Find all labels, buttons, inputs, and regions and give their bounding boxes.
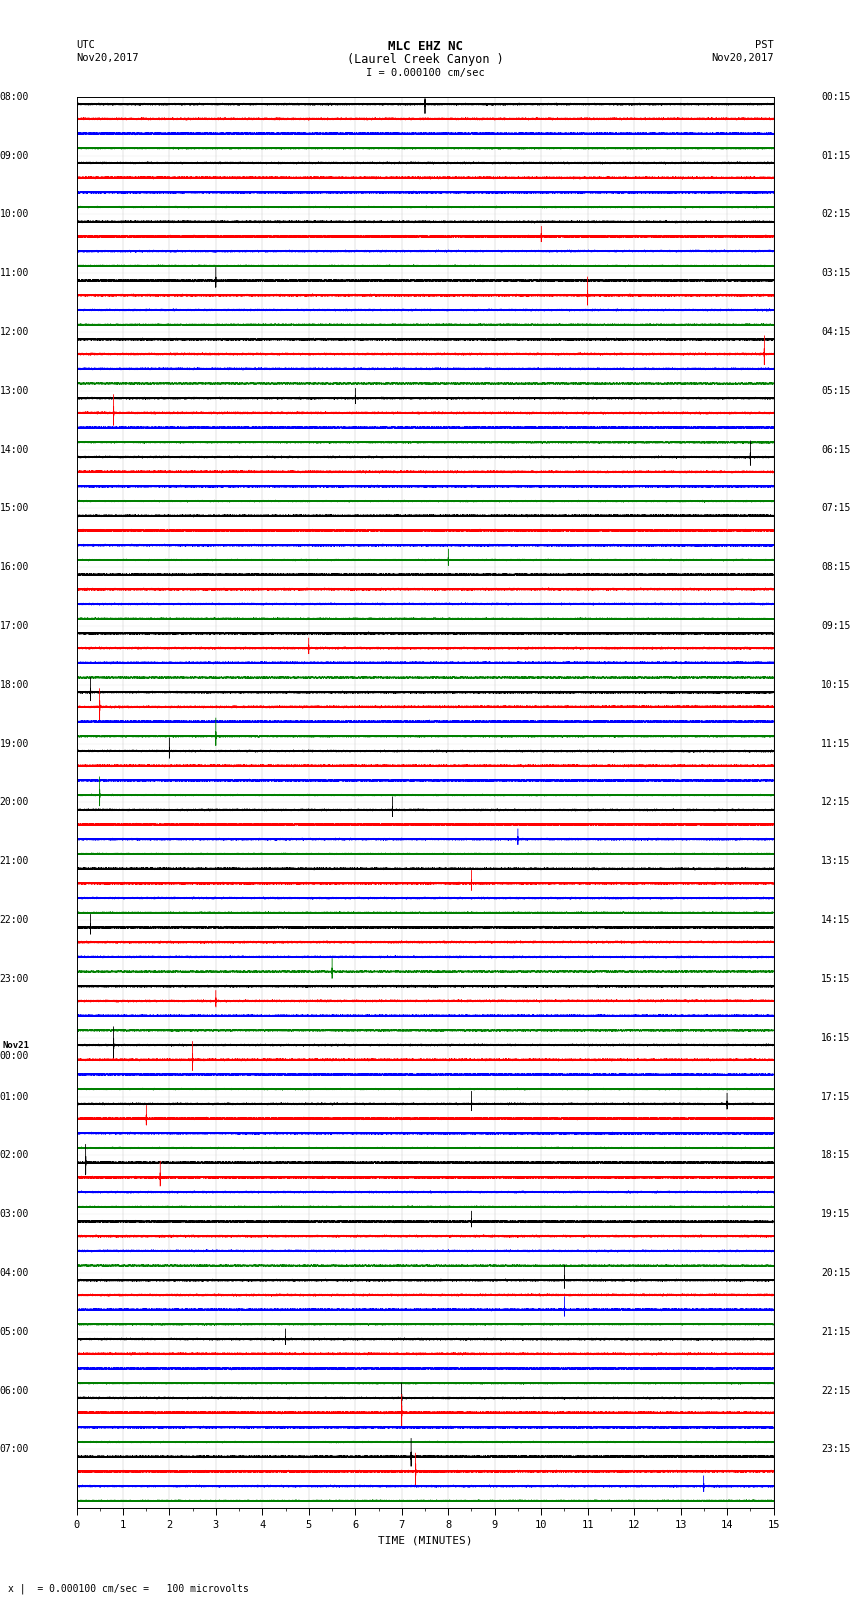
Text: 17:00: 17:00 (0, 621, 29, 631)
Text: 15:00: 15:00 (0, 503, 29, 513)
Text: (Laurel Creek Canyon ): (Laurel Creek Canyon ) (347, 53, 503, 66)
Text: 17:15: 17:15 (821, 1092, 850, 1102)
Text: 09:00: 09:00 (0, 150, 29, 161)
Text: 02:15: 02:15 (821, 210, 850, 219)
Text: 23:15: 23:15 (821, 1444, 850, 1455)
Text: 13:15: 13:15 (821, 857, 850, 866)
Text: 10:00: 10:00 (0, 210, 29, 219)
Text: 05:00: 05:00 (0, 1327, 29, 1337)
Text: 05:15: 05:15 (821, 386, 850, 395)
Text: 15:15: 15:15 (821, 974, 850, 984)
Text: 16:00: 16:00 (0, 563, 29, 573)
Text: Nov20,2017: Nov20,2017 (76, 53, 139, 63)
Text: UTC: UTC (76, 40, 95, 50)
Text: 21:15: 21:15 (821, 1327, 850, 1337)
Text: Nov21: Nov21 (3, 1040, 29, 1050)
Text: 22:00: 22:00 (0, 915, 29, 926)
Text: 00:15: 00:15 (821, 92, 850, 102)
Text: 13:00: 13:00 (0, 386, 29, 395)
Text: 00:00: 00:00 (0, 1052, 29, 1061)
Text: 12:00: 12:00 (0, 327, 29, 337)
Text: 18:00: 18:00 (0, 679, 29, 690)
Text: 04:00: 04:00 (0, 1268, 29, 1277)
Text: 01:15: 01:15 (821, 150, 850, 161)
Text: 04:15: 04:15 (821, 327, 850, 337)
Text: 20:00: 20:00 (0, 797, 29, 808)
Text: 20:15: 20:15 (821, 1268, 850, 1277)
Text: x |  = 0.000100 cm/sec =   100 microvolts: x | = 0.000100 cm/sec = 100 microvolts (8, 1582, 249, 1594)
Text: 12:15: 12:15 (821, 797, 850, 808)
Text: 03:15: 03:15 (821, 268, 850, 277)
Text: 09:15: 09:15 (821, 621, 850, 631)
Text: 21:00: 21:00 (0, 857, 29, 866)
Text: 08:00: 08:00 (0, 92, 29, 102)
Text: 06:00: 06:00 (0, 1386, 29, 1395)
Text: 01:00: 01:00 (0, 1092, 29, 1102)
Text: 02:00: 02:00 (0, 1150, 29, 1160)
Text: 19:00: 19:00 (0, 739, 29, 748)
Text: I = 0.000100 cm/sec: I = 0.000100 cm/sec (366, 68, 484, 77)
Text: 08:15: 08:15 (821, 563, 850, 573)
Text: 11:00: 11:00 (0, 268, 29, 277)
Text: 07:00: 07:00 (0, 1444, 29, 1455)
Text: 18:15: 18:15 (821, 1150, 850, 1160)
Text: 22:15: 22:15 (821, 1386, 850, 1395)
Text: 11:15: 11:15 (821, 739, 850, 748)
Text: 10:15: 10:15 (821, 679, 850, 690)
Text: Nov20,2017: Nov20,2017 (711, 53, 774, 63)
Text: 19:15: 19:15 (821, 1210, 850, 1219)
Text: 06:15: 06:15 (821, 445, 850, 455)
Text: 16:15: 16:15 (821, 1032, 850, 1042)
Text: 23:00: 23:00 (0, 974, 29, 984)
Text: 14:15: 14:15 (821, 915, 850, 926)
Text: MLC EHZ NC: MLC EHZ NC (388, 40, 462, 53)
Text: 03:00: 03:00 (0, 1210, 29, 1219)
X-axis label: TIME (MINUTES): TIME (MINUTES) (377, 1536, 473, 1545)
Text: 07:15: 07:15 (821, 503, 850, 513)
Text: PST: PST (755, 40, 774, 50)
Text: 14:00: 14:00 (0, 445, 29, 455)
